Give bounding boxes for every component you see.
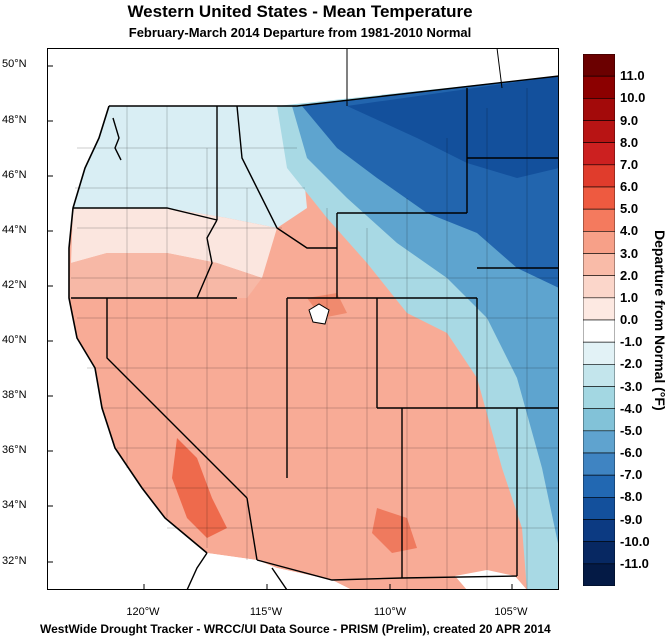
colorbar-swatch xyxy=(583,519,615,542)
colorbar-tick-label: -4.0 xyxy=(620,400,643,416)
gulf-of-california xyxy=(271,567,288,590)
lat-label-32: 32°N xyxy=(2,555,27,567)
colorbar-tick-label: -2.0 xyxy=(620,356,643,372)
lat-label-46: 46°N xyxy=(2,169,27,181)
colorbar-swatch xyxy=(583,430,615,454)
pacific-coastline xyxy=(68,105,208,554)
colorbar-swatch xyxy=(583,120,615,143)
lon-label-115: 115°W xyxy=(249,606,283,618)
colorbar-tick-label: -8.0 xyxy=(620,489,643,505)
mexico-region xyxy=(147,538,352,590)
colorbar-swatch xyxy=(583,231,615,254)
canadian-province-lines xyxy=(346,48,503,106)
colorbar-tick-label: 11.0 xyxy=(620,68,645,84)
pnw-cool-zone xyxy=(73,106,307,228)
lat-label-44: 44°N xyxy=(2,224,27,236)
coldest-band xyxy=(347,76,559,178)
oregon-neutral-zone xyxy=(71,208,277,278)
colorbar-swatch xyxy=(583,275,615,299)
colorbar-swatch xyxy=(583,142,615,166)
colorbar-tick-label: 2.0 xyxy=(620,267,639,283)
map-frame xyxy=(47,48,559,590)
colorbar-tick-label: 6.0 xyxy=(620,179,639,194)
colorbar-swatch xyxy=(583,541,615,565)
colorbar-tick-label: 0.0 xyxy=(620,312,639,327)
colorbar-swatch xyxy=(583,319,615,343)
colorbar-tick-label: 5.0 xyxy=(620,201,639,217)
lon-label-120: 120°W xyxy=(126,606,160,618)
colorbar-tick-label: -11.0 xyxy=(620,555,649,571)
lat-label-40: 40°N xyxy=(2,334,27,346)
lat-label-36: 36°N xyxy=(2,444,27,456)
colorbar-tick-label: 9.0 xyxy=(620,112,639,128)
colorbar-swatch xyxy=(583,364,615,387)
colorbar-swatch xyxy=(583,563,615,586)
lat-label-50: 50°N xyxy=(2,58,27,70)
temperature-departure-map xyxy=(47,48,559,590)
lat-label-48: 48°N xyxy=(2,114,27,126)
colorbar-tick-label: -6.0 xyxy=(620,445,643,460)
colorbar-tick-label: -5.0 xyxy=(620,422,643,438)
lat-label-42: 42°N xyxy=(2,279,27,291)
northern-basin-warm xyxy=(69,253,262,298)
colorbar-swatch xyxy=(583,54,615,77)
colorbar-swatch xyxy=(583,208,615,232)
state-boundaries xyxy=(71,75,559,581)
colorbar-tick-label: 4.0 xyxy=(620,223,639,239)
colorbar-tick-label: 10.0 xyxy=(620,90,646,106)
lon-label-105: 105°W xyxy=(494,606,528,618)
map-ticks xyxy=(47,65,513,590)
colorbar-tick-label: 7.0 xyxy=(620,156,639,172)
colorbar-tick-label: 3.0 xyxy=(620,245,639,261)
baja-coastline xyxy=(186,552,208,590)
colorbar-swatch xyxy=(583,75,615,99)
puget-sound xyxy=(112,117,122,161)
colorbar-swatch xyxy=(583,408,615,432)
colorbar-swatch xyxy=(583,297,615,321)
colorbar-tick-label: -3.0 xyxy=(620,378,643,394)
map-title: Western United States - Mean Temperature xyxy=(127,2,473,21)
colorbar-swatch xyxy=(583,452,615,476)
colorbar-swatch xyxy=(583,497,615,520)
colorbar-swatch xyxy=(583,98,615,121)
colorbar-tick-label: -7.0 xyxy=(620,467,643,483)
county-lines xyxy=(71,88,559,590)
lat-label-34: 34°N xyxy=(2,499,27,511)
great-salt-lake xyxy=(308,303,330,325)
colorbar-swatch xyxy=(583,474,615,498)
colorbar-tick-label: 8.0 xyxy=(620,134,639,150)
colorbar-swatch xyxy=(583,186,615,210)
colorbar-swatch xyxy=(583,341,615,365)
arizona-hotspot xyxy=(372,508,417,553)
colorbar-tick-label: 1.0 xyxy=(620,289,639,305)
colorbar xyxy=(583,54,615,586)
colorbar-swatch xyxy=(583,164,615,188)
mexico-east-region xyxy=(455,570,527,590)
colorbar-tick-label: -10.0 xyxy=(620,533,650,549)
lat-label-38: 38°N xyxy=(2,389,27,401)
lon-label-110: 110°W xyxy=(373,606,407,618)
colorbar-tick-label: -1.0 xyxy=(620,334,643,350)
colorbar-title: Departure from Normal (°F) xyxy=(652,230,668,411)
map-subtitle: February-March 2014 Departure from 1981-… xyxy=(128,25,472,40)
canada-region xyxy=(47,48,559,106)
colorbar-swatch xyxy=(583,253,615,276)
colorbar-swatch xyxy=(583,386,615,409)
colorbar-tick-label: -9.0 xyxy=(620,511,643,527)
map-footer: WestWide Drought Tracker - WRCC/UI Data … xyxy=(40,622,551,636)
